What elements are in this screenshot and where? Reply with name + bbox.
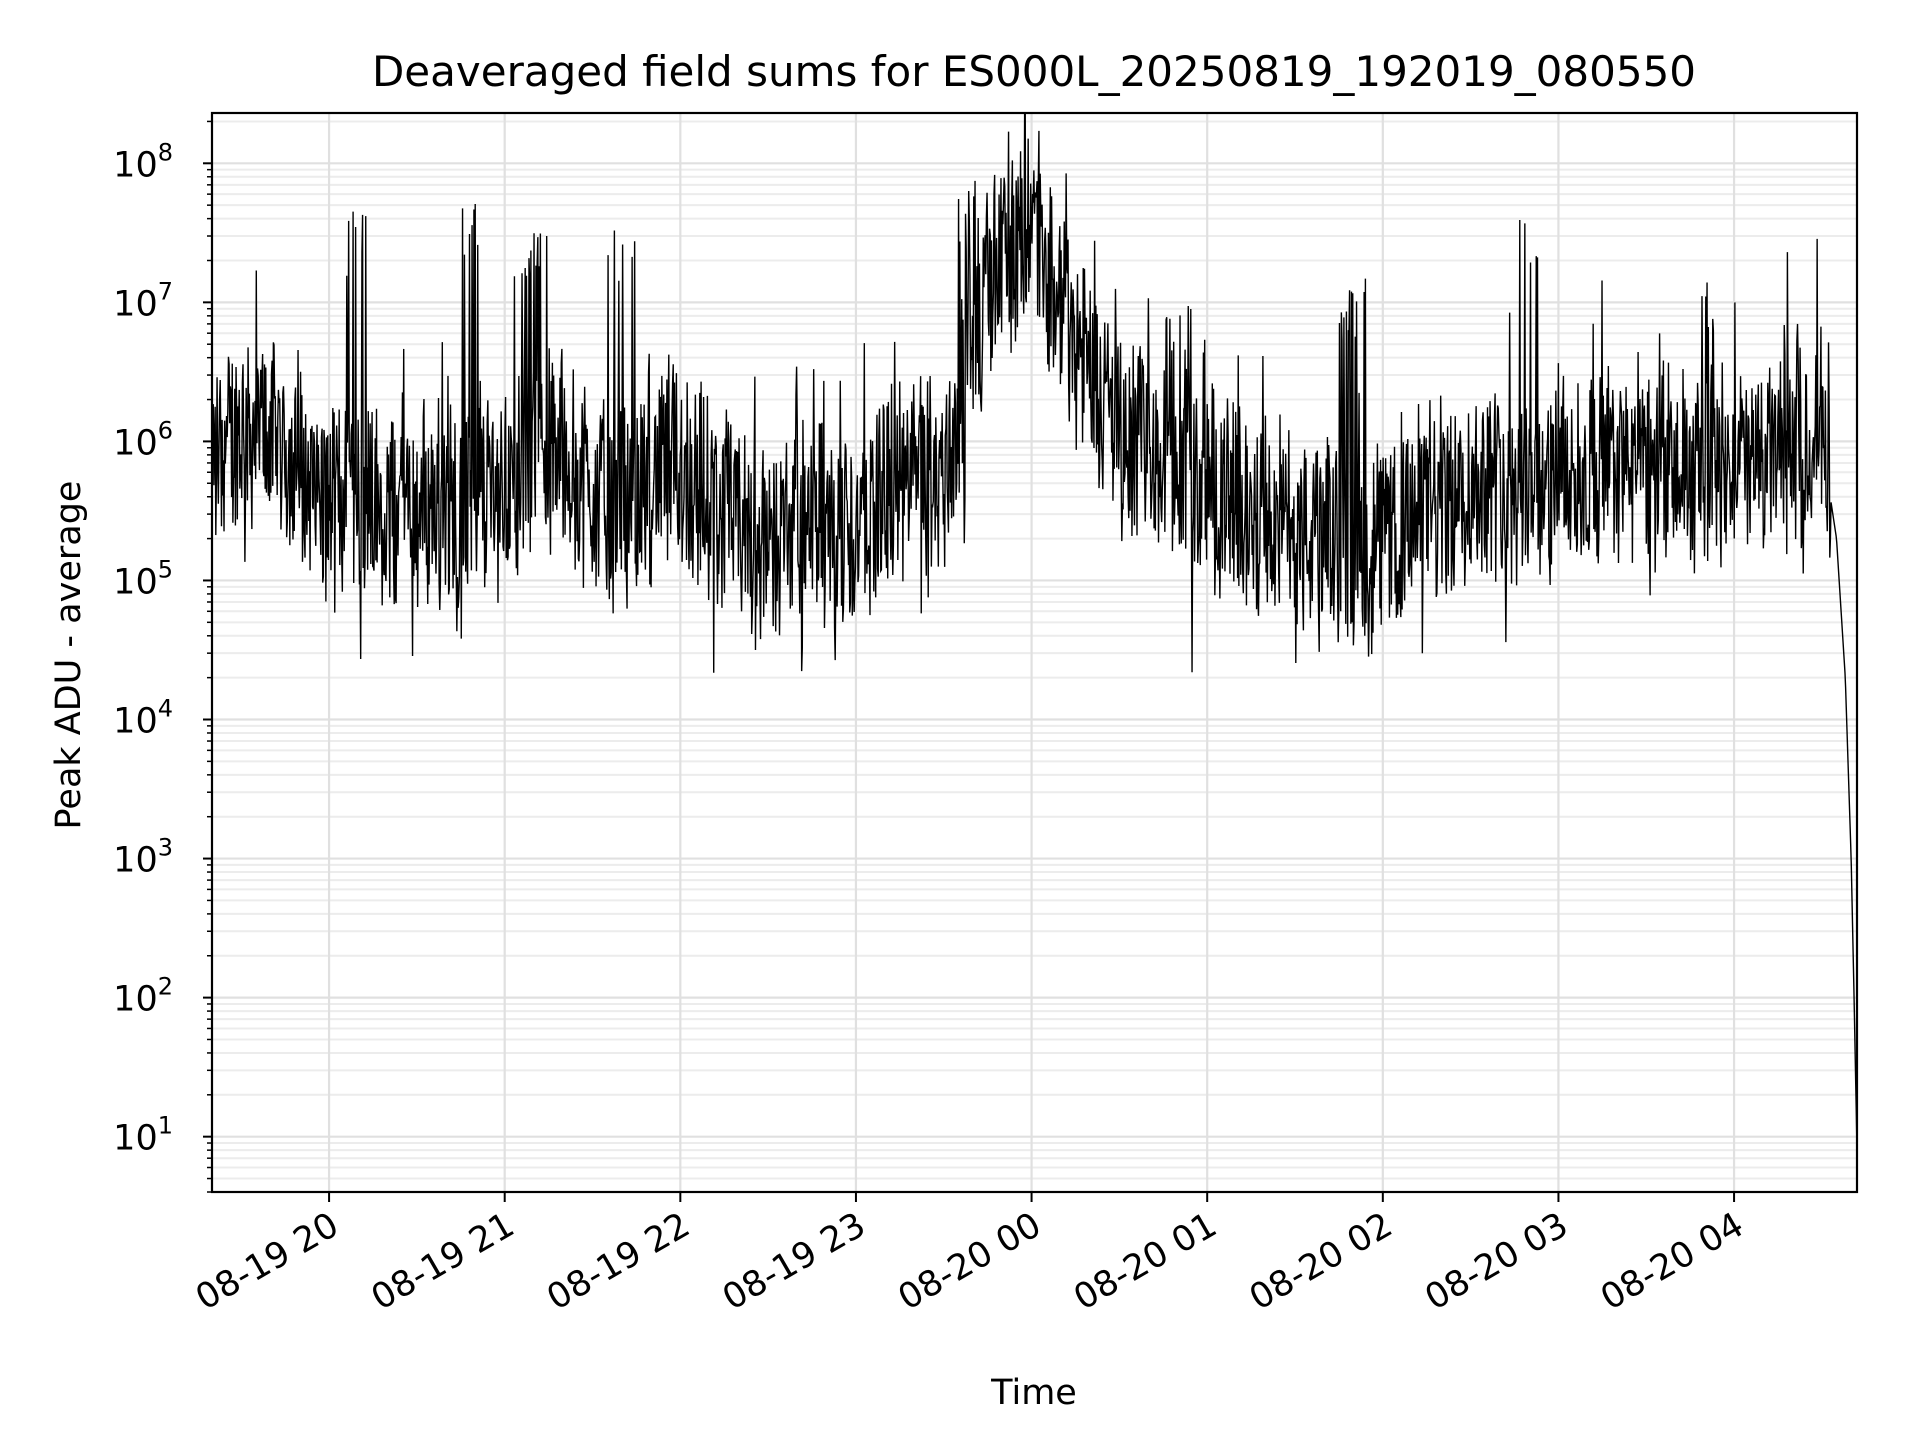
x-axis-label: Time (990, 1373, 1077, 1413)
y-tick-label: 108 (113, 138, 173, 185)
series-line (212, 113, 1857, 1151)
y-tick-label: 107 (113, 277, 173, 324)
y-tick-label: 103 (113, 834, 173, 881)
chart-title: Deaveraged field sums for ES000L_2025081… (372, 47, 1696, 96)
y-tick-label: 102 (113, 973, 173, 1020)
y-tick-label: 106 (113, 416, 173, 463)
y-axis-label: Peak ADU - average (49, 481, 89, 830)
y-tick-label: 105 (113, 555, 173, 602)
grid (212, 113, 1857, 1193)
y-tick-label: 104 (113, 695, 173, 742)
y-tick-label: 101 (113, 1112, 173, 1159)
